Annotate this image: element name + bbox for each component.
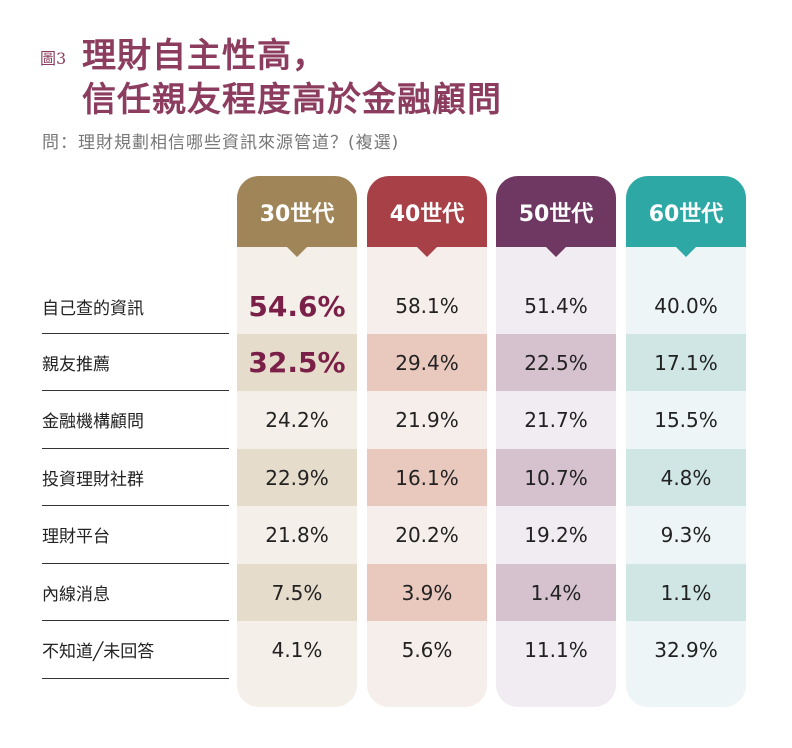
- row-label: 內線消息: [42, 564, 229, 621]
- value-cell: 15.5%: [654, 408, 718, 432]
- value-cell: 4.1%: [271, 638, 323, 662]
- value-cell: 19.2%: [524, 523, 588, 547]
- row-label: 親友推薦: [42, 334, 229, 391]
- value-cell: 1.1%: [626, 564, 746, 621]
- column-40世代: 40世代 58.1% 29.4% 21.9% 16.1% 20.2% 3.9% 5.6%: [367, 176, 487, 707]
- column-header: 40世代: [367, 176, 487, 257]
- value-cell: 7.5%: [237, 564, 357, 621]
- value-cell: 20.2%: [395, 523, 459, 547]
- value-cell: 4.8%: [626, 449, 746, 506]
- value-cell: 21.7%: [524, 408, 588, 432]
- value-cell: 17.1%: [626, 334, 746, 391]
- value-cell: 3.9%: [367, 564, 487, 621]
- value-cell: 22.9%: [237, 449, 357, 506]
- value-cell: 22.5%: [496, 334, 616, 391]
- column-header: 50世代: [496, 176, 616, 257]
- value-cell: 32.9%: [654, 638, 718, 662]
- column-50世代: 50世代 51.4% 22.5% 21.7% 10.7% 19.2% 1.4% 11.1%: [496, 176, 616, 707]
- title-line-2: 信任親友程度高於金融顧問: [82, 80, 502, 120]
- value-cell: 21.8%: [265, 523, 329, 547]
- value-cell: 29.4%: [367, 334, 487, 391]
- value-cell: 1.4%: [496, 564, 616, 621]
- value-cell: 51.4%: [524, 294, 588, 318]
- column-60世代: 60世代 40.0% 17.1% 15.5% 4.8% 9.3% 1.1% 32.9%: [626, 176, 746, 707]
- figure-label: 圖3: [40, 49, 67, 68]
- value-cell: 21.9%: [395, 408, 459, 432]
- column-header: 60世代: [626, 176, 746, 257]
- value-cell: 54.6%: [248, 289, 346, 323]
- value-cell: 40.0%: [654, 294, 718, 318]
- value-cell: 10.7%: [496, 449, 616, 506]
- value-cell: 9.3%: [660, 523, 712, 547]
- column-30世代: 30世代 54.6% 32.5% 24.2% 22.9% 21.8% 7.5% 4.1%: [237, 176, 357, 707]
- value-cell: 5.6%: [401, 638, 453, 662]
- column-header: 30世代: [237, 176, 357, 257]
- row-label: 投資理財社群: [42, 449, 229, 506]
- row-label: 金融機構顧問: [42, 391, 229, 449]
- value-cell: 11.1%: [524, 638, 588, 662]
- row-label: 自己查的資訊: [42, 280, 229, 334]
- value-cell: 16.1%: [367, 449, 487, 506]
- row-label: 不知道╱未回答: [42, 621, 229, 679]
- value-cell: 58.1%: [395, 294, 459, 318]
- value-cell: 32.5%: [237, 334, 357, 391]
- survey-question: 問：理財規劃相信哪些資訊來源管道？(複選): [42, 133, 400, 153]
- title-line-1: 理財自主性高，: [82, 36, 327, 76]
- value-cell: 24.2%: [265, 408, 329, 432]
- row-label: 理財平台: [42, 506, 229, 564]
